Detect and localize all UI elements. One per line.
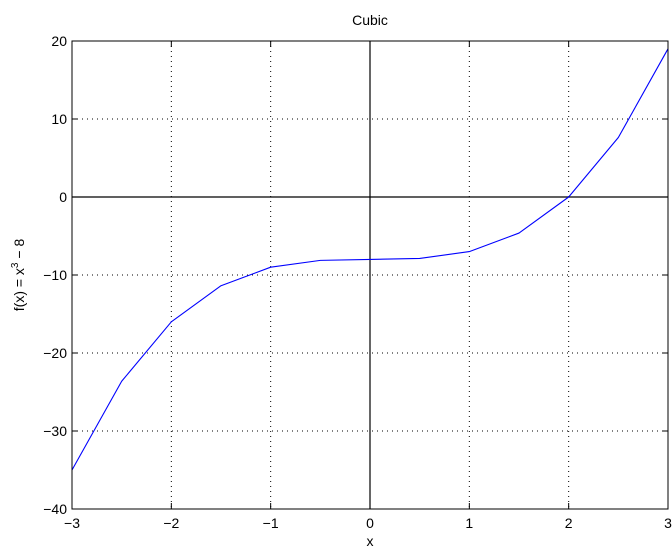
y-axis-label-prefix: f(x) = x	[11, 268, 27, 311]
y-axis-label: f(x) = x3 − 8	[10, 239, 27, 312]
x-tick-label: 1	[465, 515, 473, 531]
chart-title: Cubic	[352, 12, 388, 28]
tick-marks	[71, 40, 669, 510]
y-tick-label: −40	[43, 501, 67, 517]
x-tick-label: −3	[64, 515, 80, 531]
y-tick-label: −30	[43, 423, 67, 439]
x-tick-label: 2	[565, 515, 573, 531]
x-tick-label: −2	[163, 515, 179, 531]
x-tick-label: 0	[366, 515, 374, 531]
x-tick-label: −1	[263, 515, 279, 531]
y-tick-label: 20	[51, 33, 67, 49]
series-layer	[71, 48, 669, 471]
y-tick-label: 10	[51, 111, 67, 127]
y-tick-label: −10	[43, 267, 67, 283]
y-axis-label-exponent: 3	[10, 262, 21, 268]
y-tick-label: 0	[59, 189, 67, 205]
x-axis-label: x	[367, 533, 374, 549]
series-line-cubic	[71, 48, 669, 471]
y-tick-labels: −40 −30 −20 −10 0 10 20	[43, 33, 67, 517]
x-tick-labels: −3 −2 −1 0 1 2 3	[64, 515, 672, 531]
x-tick-label: 3	[664, 515, 672, 531]
y-axis-label-suffix: − 8	[11, 239, 27, 263]
y-tick-label: −20	[43, 345, 67, 361]
